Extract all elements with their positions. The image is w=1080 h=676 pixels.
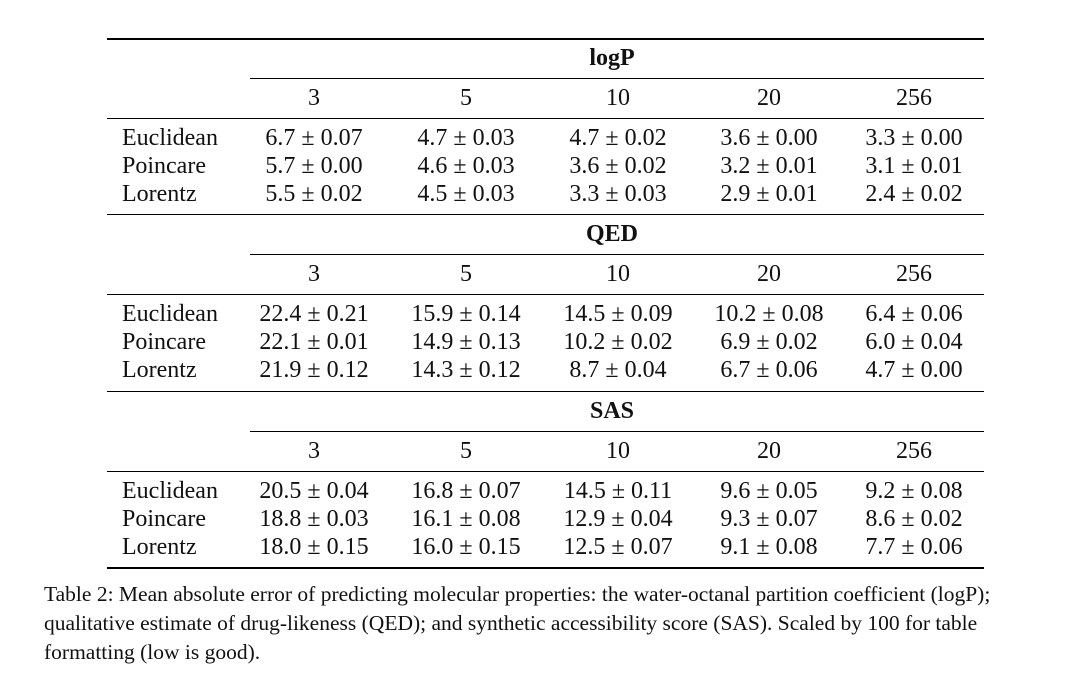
column-header: 256	[896, 261, 932, 287]
column-header: 3	[308, 85, 320, 111]
table-cell: 22.1 ± 0.01	[259, 329, 369, 355]
table-cell: 18.8 ± 0.03	[259, 506, 369, 532]
method-label: Poincare	[122, 329, 206, 355]
table-cell: 7.7 ± 0.06	[865, 534, 963, 560]
table-cell: 6.7 ± 0.06	[720, 357, 818, 383]
column-header: 5	[460, 85, 472, 111]
section-rule	[107, 391, 984, 392]
bottom-rule	[107, 567, 984, 569]
header-rule	[107, 471, 984, 472]
table-cell: 14.9 ± 0.13	[411, 329, 521, 355]
table-cell: 3.2 ± 0.01	[720, 153, 818, 179]
column-header: 256	[896, 85, 932, 111]
column-header: 10	[606, 438, 630, 464]
table-cell: 14.5 ± 0.09	[563, 301, 673, 327]
title-underline	[250, 78, 984, 79]
header-rule	[107, 294, 984, 295]
table-cell: 3.3 ± 0.00	[865, 125, 963, 151]
table-cell: 6.0 ± 0.04	[865, 329, 963, 355]
table-cell: 16.8 ± 0.07	[411, 478, 521, 504]
section-rule	[107, 214, 984, 215]
section-rule	[107, 38, 984, 40]
table-cell: 15.9 ± 0.14	[411, 301, 521, 327]
column-header: 256	[896, 438, 932, 464]
table-cell: 9.6 ± 0.05	[720, 478, 818, 504]
table-cell: 9.3 ± 0.07	[720, 506, 818, 532]
table-cell: 5.5 ± 0.02	[265, 181, 363, 207]
table-cell: 2.4 ± 0.02	[865, 181, 963, 207]
table-cell: 8.6 ± 0.02	[865, 506, 963, 532]
table-cell: 12.5 ± 0.07	[563, 534, 673, 560]
table-cell: 4.7 ± 0.00	[865, 357, 963, 383]
table-cell: 2.9 ± 0.01	[720, 181, 818, 207]
header-rule	[107, 118, 984, 119]
title-underline	[250, 254, 984, 255]
column-header: 5	[460, 438, 472, 464]
table-cell: 9.2 ± 0.08	[865, 478, 963, 504]
table-caption: Table 2: Mean absolute error of predicti…	[44, 582, 991, 664]
section-title: logP	[589, 45, 635, 71]
table-cell: 8.7 ± 0.04	[569, 357, 667, 383]
table-cell: 6.9 ± 0.02	[720, 329, 818, 355]
column-header: 5	[460, 261, 472, 287]
table-cell: 3.3 ± 0.03	[569, 181, 667, 207]
table-cell: 3.6 ± 0.00	[720, 125, 818, 151]
section-title: SAS	[589, 398, 635, 424]
title-underline	[250, 431, 984, 432]
method-label: Lorentz	[122, 357, 197, 383]
method-label: Poincare	[122, 153, 206, 179]
table-cell: 10.2 ± 0.08	[714, 301, 824, 327]
table-cell: 22.4 ± 0.21	[259, 301, 369, 327]
column-header: 3	[308, 438, 320, 464]
table-cell: 14.3 ± 0.12	[411, 357, 521, 383]
table-cell: 20.5 ± 0.04	[259, 478, 369, 504]
column-header: 3	[308, 261, 320, 287]
table-cell: 18.0 ± 0.15	[259, 534, 369, 560]
table-cell: 16.0 ± 0.15	[411, 534, 521, 560]
column-header: 10	[606, 261, 630, 287]
table-cell: 4.6 ± 0.03	[417, 153, 515, 179]
table-cell: 9.1 ± 0.08	[720, 534, 818, 560]
method-label: Euclidean	[122, 301, 218, 327]
column-header: 20	[757, 261, 781, 287]
table-cell: 6.4 ± 0.06	[865, 301, 963, 327]
column-header: 20	[757, 438, 781, 464]
column-header: 20	[757, 85, 781, 111]
method-label: Lorentz	[122, 534, 197, 560]
table-cell: 12.9 ± 0.04	[563, 506, 673, 532]
method-label: Euclidean	[122, 478, 218, 504]
table-cell: 3.6 ± 0.02	[569, 153, 667, 179]
method-label: Lorentz	[122, 181, 197, 207]
table-cell: 5.7 ± 0.00	[265, 153, 363, 179]
table-cell: 6.7 ± 0.07	[265, 125, 363, 151]
table-cell: 4.7 ± 0.02	[569, 125, 667, 151]
table-cell: 14.5 ± 0.11	[563, 478, 673, 504]
table-cell: 16.1 ± 0.08	[411, 506, 521, 532]
table-cell: 4.5 ± 0.03	[417, 181, 515, 207]
method-label: Poincare	[122, 506, 206, 532]
table-cell: 3.1 ± 0.01	[865, 153, 963, 179]
table-cell: 4.7 ± 0.03	[417, 125, 515, 151]
table-cell: 10.2 ± 0.02	[563, 329, 673, 355]
table-cell: 21.9 ± 0.12	[259, 357, 369, 383]
method-label: Euclidean	[122, 125, 218, 151]
column-header: 10	[606, 85, 630, 111]
section-title: QED	[585, 221, 639, 247]
